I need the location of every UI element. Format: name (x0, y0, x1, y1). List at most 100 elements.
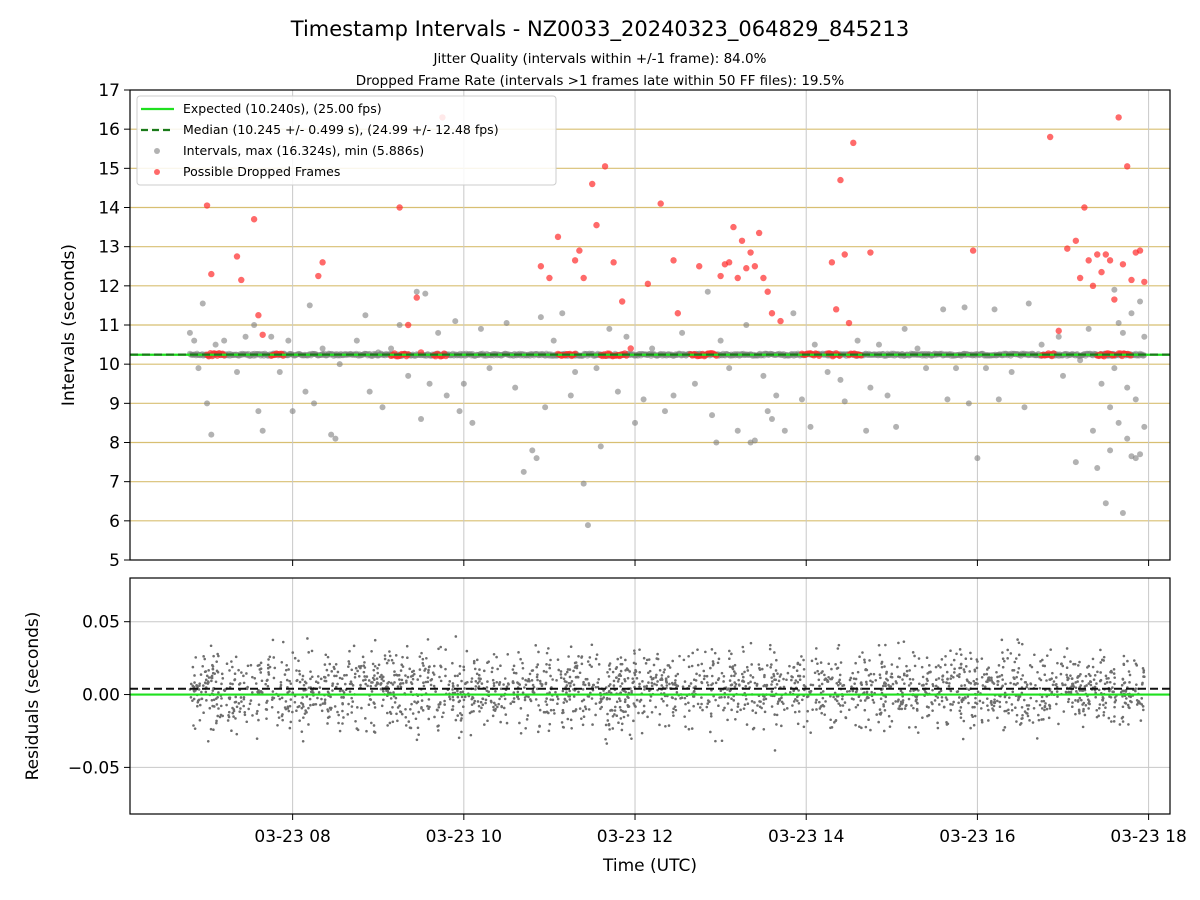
residual-point (599, 700, 602, 704)
residual-point (934, 684, 938, 688)
residual-point (479, 700, 483, 704)
residual-point (410, 702, 413, 706)
residual-point (730, 708, 733, 712)
residual-point (494, 703, 497, 707)
residual-point (809, 731, 812, 734)
residual-point (201, 664, 204, 668)
residual-point (296, 705, 300, 709)
residual-point (337, 713, 340, 717)
interval-point (807, 423, 814, 430)
interval-point (460, 380, 467, 387)
residual-point (667, 675, 670, 678)
dropped-frame-point (1141, 278, 1148, 286)
residual-point (453, 674, 457, 678)
residual-point (1132, 659, 1136, 662)
residual-point (834, 697, 837, 701)
residual-point (642, 656, 646, 660)
residual-point (660, 673, 664, 677)
residuals-plot (188, 635, 1146, 752)
residual-point (1079, 672, 1082, 676)
residual-point (1063, 655, 1066, 659)
residual-point (806, 695, 810, 698)
residual-point (872, 701, 876, 704)
residual-point (1087, 664, 1091, 668)
residual-point (1001, 657, 1005, 661)
residual-point (1035, 737, 1039, 740)
residual-point (1019, 677, 1023, 681)
residual-point (1044, 702, 1047, 705)
residual-point (1025, 685, 1028, 689)
residual-point (272, 676, 276, 680)
residual-point (790, 675, 793, 678)
residual-point (1013, 677, 1016, 680)
residual-point (830, 667, 833, 671)
residual-point (844, 716, 847, 719)
residual-point (1006, 648, 1009, 652)
residual-point (382, 698, 385, 702)
residual-point (650, 684, 654, 688)
residual-point (883, 665, 886, 668)
residual-point (652, 663, 656, 667)
interval-point (426, 380, 433, 387)
interval-point (1141, 333, 1148, 340)
residual-point (561, 725, 565, 729)
residual-point (776, 702, 780, 705)
residual-point (253, 676, 257, 680)
residuals-y-axis: 0.050.00−0.05 (68, 613, 130, 778)
residual-point (1043, 705, 1047, 709)
residual-point (849, 676, 853, 680)
residual-point (531, 690, 535, 694)
residual-point (451, 682, 455, 685)
interval-point (798, 396, 805, 403)
residual-point (901, 691, 904, 695)
residual-point (521, 666, 525, 670)
residual-point (429, 683, 433, 687)
residual-point (786, 671, 790, 675)
interval-point (991, 306, 998, 313)
residual-point (1084, 703, 1088, 707)
residual-point (710, 683, 713, 687)
residual-point (239, 696, 243, 699)
residual-point (773, 678, 776, 682)
dropped-frame-point (717, 272, 724, 280)
residual-point (538, 725, 541, 728)
residual-point (671, 696, 674, 700)
residual-point (857, 695, 861, 698)
residual-point (198, 703, 202, 707)
residual-point (361, 655, 365, 659)
residual-point (280, 696, 284, 700)
residual-point (1135, 699, 1139, 702)
residual-point (492, 684, 496, 688)
residual-point (723, 695, 726, 699)
residual-point (259, 671, 263, 674)
interval-point (734, 427, 741, 434)
residual-point (298, 719, 301, 722)
residual-point (711, 660, 715, 663)
residual-point (1130, 700, 1133, 704)
residual-point (1142, 669, 1146, 672)
dropped-frame-point (1046, 133, 1054, 141)
residual-point (867, 674, 871, 677)
residual-point (694, 679, 698, 682)
residual-point (451, 704, 455, 708)
interval-point (593, 365, 600, 372)
residual-point (726, 718, 729, 722)
residual-point (1040, 718, 1043, 721)
interval-point (961, 304, 968, 311)
residual-point (641, 680, 644, 683)
residual-point (925, 682, 928, 686)
residual-point (842, 683, 846, 687)
residual-point (220, 697, 223, 700)
residual-point (995, 670, 998, 674)
residual-point (955, 652, 958, 656)
residual-point (391, 683, 395, 686)
residual-point (931, 709, 934, 712)
x-axis-label: Time (UTC) (602, 856, 697, 876)
residual-point (302, 716, 305, 719)
interval-point (824, 369, 831, 375)
residual-point (298, 672, 302, 676)
residual-point (408, 667, 412, 671)
interval-point (259, 427, 266, 434)
residual-point (917, 682, 921, 686)
residual-point (647, 671, 650, 675)
